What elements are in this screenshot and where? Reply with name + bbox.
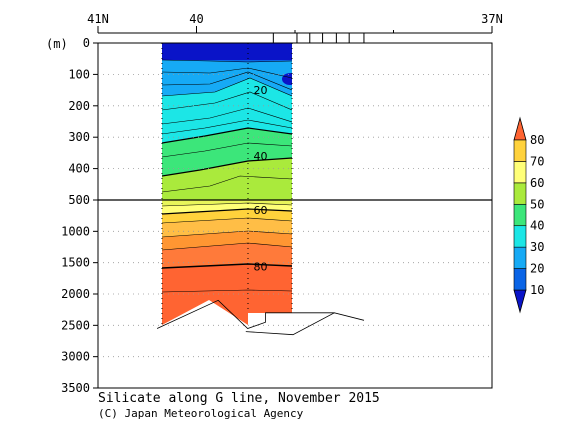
x-tick-label: 37N [481, 12, 503, 26]
credit-text: (C) Japan Meteorological Agency [98, 407, 304, 420]
colorbar-segment [513, 161, 527, 184]
band-50-55 [162, 200, 292, 206]
gridlines [98, 74, 492, 358]
contour-label: 40 [254, 150, 268, 163]
colorbar-segment [513, 139, 527, 162]
y-tick-label: 400 [68, 162, 90, 176]
colorbar-label: 30 [530, 240, 544, 254]
x-tick-label: 41N [87, 12, 109, 26]
colorbar-label: 60 [530, 176, 544, 190]
y-tick-label: 2500 [61, 318, 90, 332]
colorbar-segment [513, 182, 527, 205]
colorbar-segment [513, 246, 527, 269]
y-tick-label: 2000 [61, 287, 90, 301]
y-tick-label: 0 [83, 36, 90, 50]
colorbar-label: 10 [530, 283, 544, 297]
upper-contour-lines [162, 59, 292, 193]
contour-label: 20 [254, 84, 268, 97]
colorbar-label: 80 [530, 133, 544, 147]
colorbar: 10 20 30 40 50 60 70 80 [513, 116, 544, 314]
y-tick-label: 3000 [61, 350, 90, 364]
band-lowest [162, 43, 292, 60]
min-patch [282, 73, 292, 85]
y-tick-label: 200 [68, 99, 90, 113]
colorbar-label: 40 [530, 219, 544, 233]
colorbar-segment [513, 225, 527, 248]
colorbar-label: 20 [530, 262, 544, 276]
y-tick-label: 300 [68, 130, 90, 144]
colorbar-bottom-arrow [513, 289, 527, 314]
colorbar-segment [513, 268, 527, 291]
y-tick-label: 500 [68, 193, 90, 207]
chart-title: Silicate along G line, November 2015 [98, 391, 380, 406]
y-axis-unit-label: (m) [46, 37, 68, 51]
top-axis: 41N 40 37N [87, 12, 503, 43]
plot-frame [97, 42, 493, 389]
y-tick-label: 1000 [61, 224, 90, 238]
colorbar-label: 50 [530, 197, 544, 211]
colorbar-segment [513, 203, 527, 227]
colorbar-top-arrow [513, 116, 527, 141]
contour-labels: 20 40 60 80 [254, 84, 268, 273]
bottom-topography [156, 299, 365, 336]
x-tick-label: 40 [189, 12, 203, 26]
y-tick-label: 100 [68, 67, 90, 81]
left-axis: 0 100 200 300 400 500 1000 1500 2000 2500 3000 3500 [61, 36, 98, 395]
station-lines [161, 43, 293, 325]
colorbar-label: 70 [530, 154, 544, 168]
upper-filled-contours [162, 43, 292, 200]
y-tick-label: 3500 [61, 381, 90, 395]
contour-label: 60 [254, 204, 268, 217]
contour-label: 80 [254, 260, 268, 273]
y-tick-label: 1500 [61, 256, 90, 270]
